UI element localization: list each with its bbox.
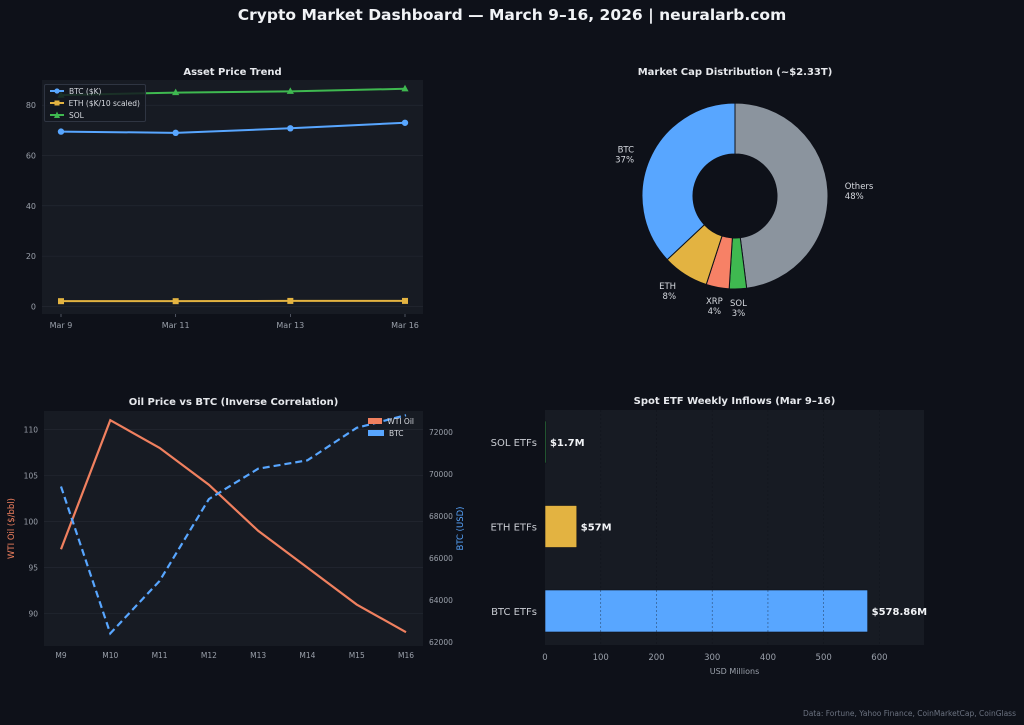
legend-label-sol: SOL — [69, 110, 84, 120]
series-line-circle — [60, 121, 406, 134]
y-tick-label: 60 — [26, 151, 36, 160]
legend-item-wti-oil: WTI Oil — [363, 415, 419, 427]
donut-hole — [693, 154, 777, 238]
data-point — [57, 128, 65, 135]
y-tick-label: 40 — [26, 202, 36, 211]
slice-label: XRP — [706, 297, 723, 307]
slice-label: Others — [845, 182, 874, 192]
x-tick-label: Mar 16 — [391, 321, 419, 330]
data-source-note: Data: Fortune, Yahoo Finance, CoinMarket… — [802, 709, 1016, 718]
chart-title: Asset Price Trend — [183, 67, 281, 78]
y2-tick-label: 62000 — [429, 638, 453, 647]
x-tick-label: M11 — [152, 651, 168, 660]
slice-label: SOL — [730, 299, 747, 309]
data-point — [172, 129, 179, 137]
oil-btc-legend: WTI Oil BTC — [363, 415, 419, 439]
data-point — [286, 87, 294, 94]
y2-axis-label: BTC (USD) — [456, 507, 466, 551]
dashboard-title: Crypto Market Dashboard — March 9–16, 20… — [237, 6, 787, 24]
legend-label-btc-usd: BTC — [389, 428, 404, 438]
oil-vs-btc-chart: Oil Price vs BTC (Inverse Correlation) 90… — [7, 397, 466, 660]
legend-item-btc-usd: BTC — [363, 427, 419, 439]
slice-pct-label: 37% — [615, 155, 634, 165]
y-tick-label: 0 — [31, 302, 36, 311]
y-axis-label: WTI Oil ($/bbl) — [7, 498, 17, 559]
data-point — [401, 119, 409, 126]
y2-tick-label: 70000 — [429, 470, 453, 479]
slice-pct-label: 3% — [732, 309, 746, 319]
y-tick-label: 95 — [28, 564, 38, 573]
x-tick-label: 200 — [648, 653, 664, 663]
y-tick-label: 80 — [26, 101, 36, 110]
bar-value-label: $1.7M — [550, 438, 585, 449]
legend-label-btc: BTC ($K) — [69, 86, 102, 96]
y-tick-label: 20 — [26, 252, 36, 261]
y2-tick-label: 72000 — [429, 428, 453, 437]
x-tick-label: M15 — [349, 651, 365, 660]
x-tick-label: 400 — [760, 653, 776, 663]
bar-value-label: $57M — [581, 523, 612, 534]
bar-category-label: ETH ETFs — [490, 523, 537, 534]
x-tick-label: 300 — [704, 653, 720, 663]
x-tick-label: Mar 9 — [50, 321, 73, 330]
chart-title: Market Cap Distribution (~$2.33T) — [638, 67, 833, 78]
y2-tick-label: 66000 — [429, 554, 453, 563]
bar-sol — [544, 420, 547, 464]
data-point — [172, 298, 179, 305]
bar-value-label: $578.86M — [872, 607, 928, 618]
bar-eth — [544, 505, 578, 548]
slice-pct-label: 4% — [708, 307, 722, 317]
data-point — [287, 125, 294, 132]
x-tick-label: Mar 11 — [162, 321, 190, 330]
y2-tick-label: 64000 — [429, 596, 453, 605]
bar-category-label: SOL ETFs — [491, 438, 537, 449]
series-line-btc — [59, 414, 407, 636]
legend-label-wti-oil: WTI Oil — [387, 416, 414, 426]
slice-pct-label: 48% — [845, 192, 864, 202]
data-point — [287, 297, 294, 304]
data-point — [58, 298, 64, 305]
y-tick-label: 100 — [24, 518, 39, 527]
data-point — [401, 84, 409, 92]
y2-tick-label: 68000 — [429, 512, 453, 521]
x-tick-label: 500 — [816, 653, 832, 663]
y-tick-label: 110 — [24, 425, 39, 434]
x-tick-label: M10 — [102, 651, 118, 660]
x-tick-label: Mar 13 — [276, 321, 304, 330]
x-tick-label: M12 — [201, 651, 217, 660]
x-tick-label: 600 — [871, 653, 887, 663]
series-line-wti-oil — [59, 418, 407, 634]
chart-title: Spot ETF Weekly Inflows (Mar 9–16) — [634, 396, 836, 407]
price-trend-legend: BTC ($K) ETH ($K/10 scaled) SOL — [44, 84, 146, 122]
slice-pct-label: 8% — [663, 292, 677, 302]
data-point — [172, 88, 180, 96]
slice-label: ETH — [659, 282, 676, 292]
y-tick-label: 90 — [28, 610, 38, 619]
x-tick-label: M16 — [398, 651, 414, 660]
legend-item-btc: BTC ($K) — [45, 85, 145, 97]
legend-item-sol: SOL — [45, 109, 145, 121]
x-tick-label: M9 — [55, 651, 66, 660]
x-tick-label: 0 — [542, 653, 547, 663]
y-tick-label: 105 — [24, 472, 39, 481]
bar-category-label: BTC ETFs — [491, 607, 537, 618]
x-tick-label: 100 — [593, 653, 609, 663]
legend-label-eth: ETH ($K/10 scaled) — [68, 98, 140, 108]
chart-title: Oil Price vs BTC (Inverse Correlation) — [129, 397, 339, 408]
legend-item-eth: ETH ($K/10 scaled) — [45, 97, 145, 109]
etf-inflows-chart: Spot ETF Weekly Inflows (Mar 9–16) 0 100 20… — [490, 396, 927, 676]
data-point — [402, 297, 408, 304]
slice-label: BTC — [618, 145, 635, 155]
market-cap-distribution-chart: Market Cap Distribution (~$2.33T)Others4… — [615, 67, 874, 319]
x-axis-label: USD Millions — [710, 667, 760, 676]
bar-btc — [544, 589, 868, 633]
x-tick-label: M14 — [299, 651, 315, 660]
x-tick-label: M13 — [250, 651, 266, 660]
